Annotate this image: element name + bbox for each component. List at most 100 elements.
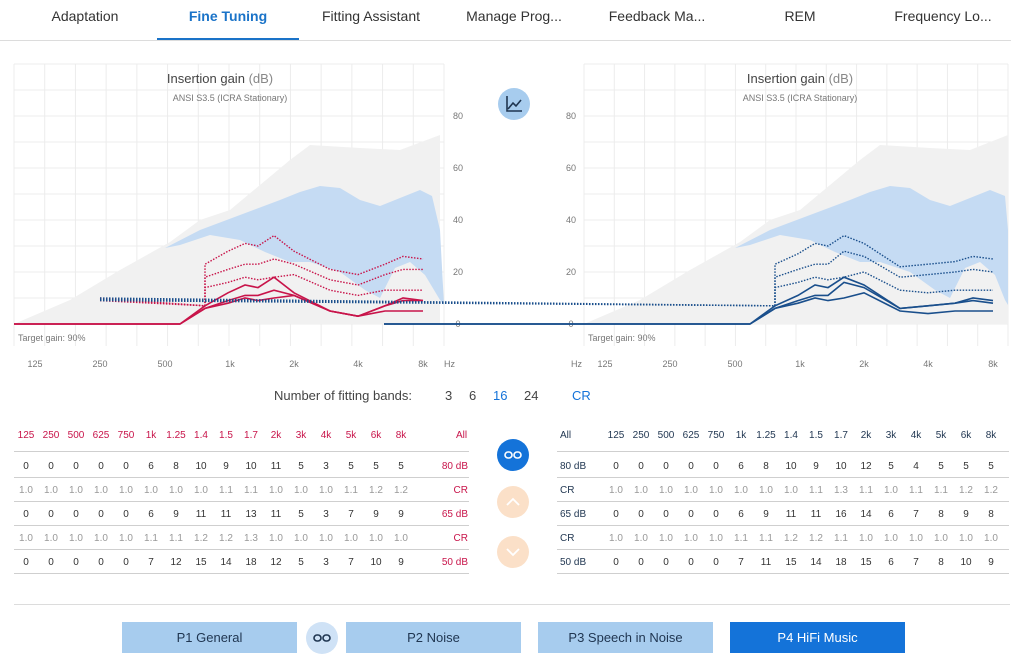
right-cell[interactable]: 0 — [663, 557, 669, 568]
right-cell[interactable]: 9 — [813, 461, 819, 472]
left-cell[interactable]: 0 — [123, 461, 129, 472]
right-header-freq[interactable]: 1.4 — [784, 430, 798, 441]
left-cell[interactable]: 0 — [23, 461, 29, 472]
right-cell[interactable]: 8 — [763, 461, 769, 472]
right-cell[interactable]: 5 — [963, 461, 969, 472]
right-cell[interactable]: 7 — [738, 557, 744, 568]
right-cell[interactable]: 9 — [763, 509, 769, 520]
left-cell[interactable]: 10 — [245, 461, 257, 472]
left-cell[interactable]: 9 — [373, 509, 379, 520]
right-cell[interactable]: 0 — [638, 557, 644, 568]
right-cell[interactable]: 15 — [860, 557, 872, 568]
right-cell[interactable]: 6 — [888, 509, 894, 520]
right-cell[interactable]: 1.1 — [934, 485, 948, 496]
left-cell[interactable]: 1.0 — [69, 533, 83, 544]
left-cell[interactable]: 0 — [48, 509, 54, 520]
right-cell[interactable]: 11 — [810, 509, 822, 520]
tab-feedback-manager[interactable]: Feedback Ma... — [608, 8, 706, 24]
left-cell[interactable]: 1.1 — [344, 485, 358, 496]
right-cell[interactable]: 18 — [835, 557, 847, 568]
right-cell[interactable]: 0 — [688, 509, 694, 520]
right-cell[interactable]: 1.0 — [609, 485, 623, 496]
left-header-freq[interactable]: 1.25 — [166, 430, 186, 441]
left-header-freq[interactable]: 4k — [320, 430, 332, 441]
chevron-down-icon[interactable] — [497, 536, 529, 568]
left-cell[interactable]: 5 — [373, 461, 379, 472]
left-cell[interactable]: 1.3 — [244, 533, 258, 544]
right-header-freq[interactable]: 1.5 — [809, 430, 823, 441]
right-cell[interactable]: 15 — [785, 557, 797, 568]
left-row-label[interactable]: 80 dB — [441, 461, 468, 472]
left-cell[interactable]: 0 — [48, 557, 54, 568]
right-cell[interactable]: 0 — [613, 557, 619, 568]
tab-fine-tuning[interactable]: Fine Tuning — [157, 0, 299, 40]
left-cell[interactable]: 0 — [123, 509, 129, 520]
right-cell[interactable]: 8 — [988, 509, 994, 520]
left-cell[interactable]: 0 — [98, 557, 104, 568]
right-cell[interactable]: 10 — [785, 461, 797, 472]
left-cell[interactable]: 1.0 — [94, 533, 108, 544]
right-header-freq[interactable]: 500 — [657, 430, 675, 441]
right-header-freq[interactable]: 125 — [607, 430, 625, 441]
right-cell[interactable]: 1.0 — [684, 533, 698, 544]
left-cell[interactable]: 11 — [195, 509, 207, 520]
right-cell[interactable]: 1.0 — [659, 533, 673, 544]
left-all-button[interactable]: All — [456, 430, 468, 441]
left-cell[interactable]: 3 — [323, 557, 329, 568]
left-row-label[interactable]: 50 dB — [441, 557, 468, 568]
right-cell[interactable]: 14 — [810, 557, 822, 568]
tab-adaptation[interactable]: Adaptation — [51, 8, 119, 24]
bands-option-6[interactable]: 6 — [469, 388, 477, 403]
right-cell[interactable]: 1.0 — [709, 533, 723, 544]
left-cell[interactable]: 1.1 — [244, 485, 258, 496]
right-cell[interactable]: 1.0 — [984, 533, 998, 544]
right-cell[interactable]: 7 — [913, 557, 919, 568]
left-cell[interactable]: 0 — [48, 461, 54, 472]
left-cell[interactable]: 1.0 — [144, 485, 158, 496]
left-header-freq[interactable]: 750 — [117, 430, 135, 441]
tab-fitting-assistant[interactable]: Fitting Assistant — [321, 8, 421, 24]
bands-option-16[interactable]: 16 — [493, 388, 508, 403]
left-header-freq[interactable]: 6k — [370, 430, 382, 441]
right-cell[interactable]: 1.1 — [809, 485, 823, 496]
left-cell[interactable]: 1.2 — [394, 485, 408, 496]
left-cell[interactable]: 9 — [173, 509, 179, 520]
left-cell[interactable]: 1.0 — [269, 533, 283, 544]
right-cell[interactable]: 5 — [938, 461, 944, 472]
right-header-freq[interactable]: 1.7 — [834, 430, 848, 441]
right-cell[interactable]: 1.0 — [634, 485, 648, 496]
program-p1-general[interactable]: P1 General — [122, 622, 297, 653]
right-row-label[interactable]: 50 dB — [560, 557, 587, 568]
right-header-freq[interactable]: 5k — [935, 430, 947, 441]
left-header-freq[interactable]: 250 — [42, 430, 60, 441]
left-cell[interactable]: 1.1 — [144, 533, 158, 544]
tab-frequency-lowering[interactable]: Frequency Lo... — [894, 8, 992, 24]
left-cell[interactable]: 1.0 — [69, 485, 83, 496]
left-cell[interactable]: 12 — [270, 557, 282, 568]
right-cell[interactable]: 11 — [760, 557, 772, 568]
left-header-freq[interactable]: 5k — [345, 430, 357, 441]
right-cell[interactable]: 0 — [613, 509, 619, 520]
right-cell[interactable]: 1.0 — [634, 533, 648, 544]
right-cell[interactable]: 0 — [638, 461, 644, 472]
right-cell[interactable]: 8 — [938, 509, 944, 520]
right-cell[interactable]: 11 — [785, 509, 797, 520]
left-cell[interactable]: 1.0 — [44, 533, 58, 544]
right-cell[interactable]: 1.0 — [784, 485, 798, 496]
right-header-freq[interactable]: 750 — [707, 430, 725, 441]
left-cell[interactable]: 5 — [398, 461, 404, 472]
program-link-icon[interactable] — [306, 622, 338, 654]
left-cell[interactable]: 14 — [220, 557, 232, 568]
program-p4-hifi-music[interactable]: P4 HiFi Music — [730, 622, 905, 653]
right-cell[interactable]: 14 — [860, 509, 872, 520]
right-header-freq[interactable]: 250 — [632, 430, 650, 441]
left-cell[interactable]: 10 — [195, 461, 207, 472]
left-cell[interactable]: 1.0 — [269, 485, 283, 496]
right-cell[interactable]: 10 — [835, 461, 847, 472]
left-cell[interactable]: 0 — [73, 509, 79, 520]
left-cell[interactable]: 1.1 — [169, 533, 183, 544]
right-cell[interactable]: 0 — [638, 509, 644, 520]
right-header-freq[interactable]: 8k — [985, 430, 997, 441]
left-header-freq[interactable]: 1.4 — [194, 430, 208, 441]
right-row-label[interactable]: CR — [560, 485, 575, 496]
